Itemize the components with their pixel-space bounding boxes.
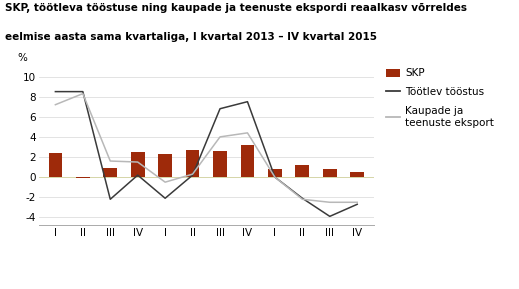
Bar [103,168,117,177]
Bar [76,177,90,178]
Text: SKP, töötleva tööstuse ning kaupade ja teenuste ekspordi reaalkasv võrreldes: SKP, töötleva tööstuse ning kaupade ja t… [5,3,467,13]
Bar [241,145,254,177]
Bar [350,172,364,177]
Text: eelmise aasta sama kvartaliga, I kvartal 2013 – IV kvartal 2015: eelmise aasta sama kvartaliga, I kvartal… [5,32,377,42]
Bar [186,150,199,177]
Bar [131,152,145,177]
Bar [158,154,172,177]
Legend: SKP, Töötlev tööstus, Kaupade ja
teenuste eksport: SKP, Töötlev tööstus, Kaupade ja teenust… [386,68,494,128]
Bar [323,169,337,177]
Bar [295,165,309,177]
Text: %: % [17,53,27,63]
Bar [49,153,62,177]
Bar [213,151,227,177]
Bar [268,169,282,177]
